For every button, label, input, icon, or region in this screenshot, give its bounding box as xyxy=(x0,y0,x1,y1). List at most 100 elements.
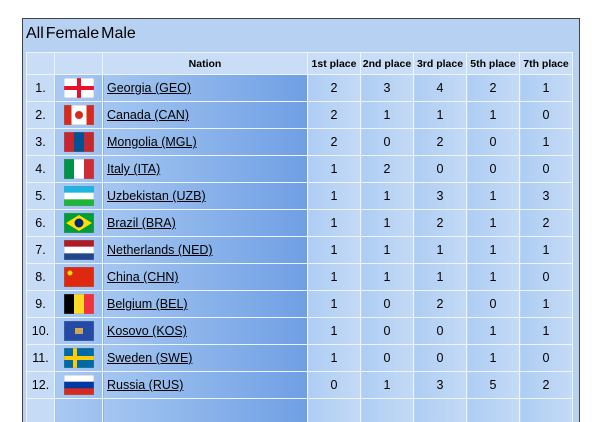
medal-count: 0 xyxy=(519,155,573,183)
medal-count: 2 xyxy=(360,155,414,183)
flag-cell xyxy=(54,182,103,210)
table-row: 7. Netherlands (NED) 1 1 1 1 1 xyxy=(26,236,573,264)
header-cell: Nation xyxy=(102,52,308,75)
nation-link[interactable]: Georgia (GEO) xyxy=(107,81,192,95)
rank-cell: 3. xyxy=(26,128,55,156)
medal-count: 3 xyxy=(360,74,414,102)
medal-count: 0 xyxy=(360,128,414,156)
header-cell xyxy=(54,52,103,75)
medal-count: 0 xyxy=(360,317,414,345)
flag-cell xyxy=(54,290,103,318)
medal-count: 1 xyxy=(307,209,361,237)
medal-count: 1 xyxy=(360,263,414,291)
nation-cell: Canada (CAN) xyxy=(102,101,308,129)
medal-table: Nation 1st place 2nd place 3rd place 5th pla… xyxy=(26,52,573,422)
table-row xyxy=(26,398,573,422)
nation-link[interactable]: Kosovo (KOS) xyxy=(107,324,187,338)
flag-icon xyxy=(63,321,94,341)
flag-icon xyxy=(63,159,94,179)
flag-cell xyxy=(54,317,103,345)
nation-cell: Italy (ITA) xyxy=(102,155,308,183)
medal-count: 1 xyxy=(519,290,573,318)
medal-count: 1 xyxy=(307,263,361,291)
tabs: All Female Male xyxy=(26,25,136,43)
flag-icon xyxy=(63,375,94,395)
rank-cell: 9. xyxy=(26,290,55,318)
header-cell: 7th place xyxy=(519,52,573,75)
nation-cell: Uzbekistan (UZB) xyxy=(102,182,308,210)
nation-cell: Russia (RUS) xyxy=(102,371,308,399)
medal-count: 1 xyxy=(307,317,361,345)
empty-cell xyxy=(307,398,361,422)
medal-count: 2 xyxy=(413,290,467,318)
medal-count: 0 xyxy=(413,155,467,183)
medal-count: 0 xyxy=(519,263,573,291)
medal-count: 3 xyxy=(413,182,467,210)
medal-count: 1 xyxy=(307,290,361,318)
medal-count: 3 xyxy=(413,371,467,399)
medal-count: 0 xyxy=(466,155,520,183)
medal-count: 0 xyxy=(360,344,414,372)
medal-count: 4 xyxy=(413,74,467,102)
nation-cell: Netherlands (NED) xyxy=(102,236,308,264)
medal-count: 1 xyxy=(466,263,520,291)
flag-icon xyxy=(63,186,94,206)
medal-count: 2 xyxy=(519,209,573,237)
table-row: 5. Uzbekistan (UZB) 1 1 3 1 3 xyxy=(26,182,573,210)
empty-cell xyxy=(519,398,573,422)
rank-cell: 2. xyxy=(26,101,55,129)
nation-cell: Brazil (BRA) xyxy=(102,209,308,237)
empty-cell xyxy=(413,398,467,422)
tab[interactable]: Male xyxy=(101,25,136,42)
nation-link[interactable]: China (CHN) xyxy=(107,270,179,284)
medal-count: 1 xyxy=(360,101,414,129)
medal-count: 1 xyxy=(307,236,361,264)
nation-link[interactable]: Belgium (BEL) xyxy=(107,297,188,311)
flag-icon xyxy=(63,348,94,368)
flag-icon xyxy=(63,240,94,260)
medal-count: 0 xyxy=(466,128,520,156)
medal-count: 1 xyxy=(360,182,414,210)
flag-cell xyxy=(54,155,103,183)
nation-cell: Mongolia (MGL) xyxy=(102,128,308,156)
rank-cell: 11. xyxy=(26,344,55,372)
medal-count: 0 xyxy=(413,317,467,345)
medal-count: 3 xyxy=(519,182,573,210)
table-row: 11. Sweden (SWE) 1 0 0 1 0 xyxy=(26,344,573,372)
medal-count: 1 xyxy=(466,236,520,264)
table-row: 2. Canada (CAN) 2 1 1 1 0 xyxy=(26,101,573,129)
flag-icon xyxy=(63,105,94,125)
nation-cell: Georgia (GEO) xyxy=(102,74,308,102)
nation-link[interactable]: Uzbekistan (UZB) xyxy=(107,189,206,203)
medal-count: 1 xyxy=(519,128,573,156)
tab[interactable]: Female xyxy=(45,25,100,42)
table-row: 1. Georgia (GEO) 2 3 4 2 1 xyxy=(26,74,573,102)
nation-cell: China (CHN) xyxy=(102,263,308,291)
empty-cell xyxy=(26,398,55,422)
nation-link[interactable]: Mongolia (MGL) xyxy=(107,135,197,149)
nation-link[interactable]: Brazil (BRA) xyxy=(107,216,176,230)
rank-cell: 1. xyxy=(26,74,55,102)
nation-link[interactable]: Sweden (SWE) xyxy=(107,351,193,365)
nation-link[interactable]: Italy (ITA) xyxy=(107,162,161,176)
medal-count: 1 xyxy=(413,263,467,291)
medal-panel: All Female Male Nation 1st place 2nd place 3r… xyxy=(22,18,580,422)
flag-cell xyxy=(54,344,103,372)
medal-count: 0 xyxy=(360,290,414,318)
tab[interactable]: All xyxy=(26,25,44,42)
rank-cell: 10. xyxy=(26,317,55,345)
nation-link[interactable]: Netherlands (NED) xyxy=(107,243,213,257)
medal-count: 1 xyxy=(466,344,520,372)
medal-count: 0 xyxy=(466,290,520,318)
medal-count: 0 xyxy=(519,344,573,372)
rank-cell: 8. xyxy=(26,263,55,291)
nation-link[interactable]: Canada (CAN) xyxy=(107,108,189,122)
table-row: 4. Italy (ITA) 1 2 0 0 0 xyxy=(26,155,573,183)
medal-count: 1 xyxy=(307,155,361,183)
medal-count: 2 xyxy=(307,101,361,129)
medal-count: 0 xyxy=(413,344,467,372)
nation-link[interactable]: Russia (RUS) xyxy=(107,378,184,392)
medal-count: 1 xyxy=(519,74,573,102)
flag-cell xyxy=(54,128,103,156)
